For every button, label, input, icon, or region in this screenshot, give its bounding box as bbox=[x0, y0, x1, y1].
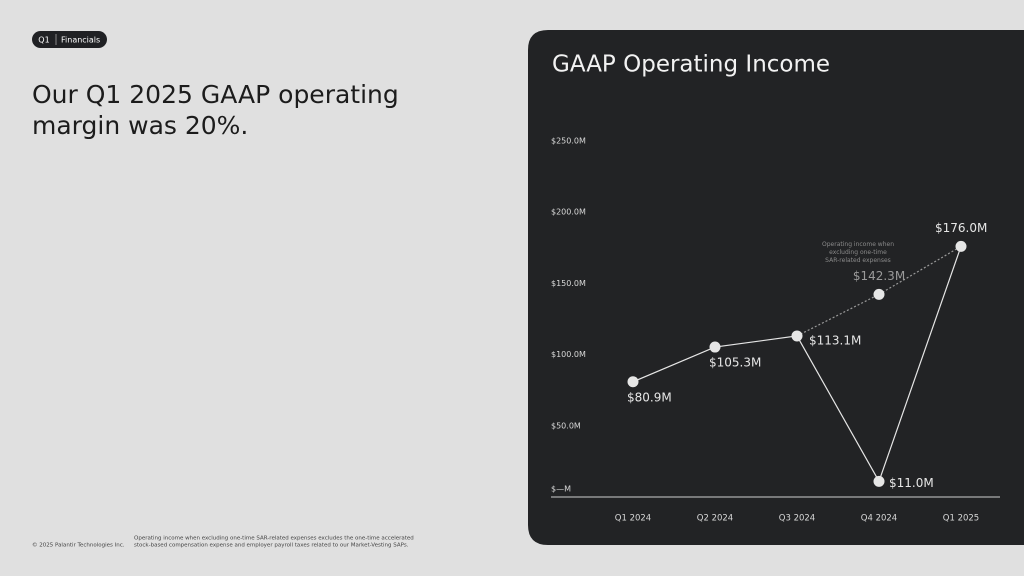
data-point bbox=[873, 288, 885, 300]
chart-panel bbox=[528, 30, 1024, 545]
chart-title: GAAP Operating Income bbox=[552, 52, 830, 78]
badge-quarter: Q1 bbox=[38, 36, 49, 45]
data-label: $11.0M bbox=[889, 476, 934, 490]
data-label: $80.9M bbox=[627, 390, 672, 404]
footnote: Operating income when excluding one-time… bbox=[134, 536, 414, 542]
x-tick-label: Q4 2024 bbox=[861, 514, 897, 524]
annotation: Operating income when bbox=[822, 241, 894, 248]
badge bbox=[32, 31, 107, 48]
data-label: $113.1M bbox=[809, 333, 861, 347]
annotation: SAR-related expenses bbox=[825, 257, 891, 264]
badge-section: Financials bbox=[61, 36, 100, 45]
x-tick-label: Q1 2024 bbox=[615, 514, 651, 524]
data-label: $176.0M bbox=[935, 221, 987, 235]
headline: margin was 20%. bbox=[32, 111, 248, 140]
x-tick-label: Q3 2024 bbox=[779, 514, 815, 524]
footnote: stock-based compensation expense and emp… bbox=[134, 543, 409, 549]
headline: Our Q1 2025 GAAP operating bbox=[32, 80, 399, 109]
data-point bbox=[873, 475, 885, 487]
data-point bbox=[709, 341, 721, 353]
copyright: © 2025 Palantir Technologies Inc. bbox=[32, 542, 125, 549]
y-tick-label: $—M bbox=[551, 485, 571, 494]
y-tick-label: $50.0M bbox=[551, 421, 581, 430]
plot: $—M $50.0M $100.0M $150.0M $200.0M $250.0M Q1 … bbox=[551, 137, 1000, 524]
data-point bbox=[627, 376, 639, 388]
y-tick-label: $200.0M bbox=[551, 208, 586, 217]
x-tick-label: Q2 2024 bbox=[697, 514, 733, 524]
data-point bbox=[791, 330, 803, 342]
y-tick-label: $100.0M bbox=[551, 350, 586, 359]
annotation: excluding one-time bbox=[829, 249, 887, 256]
data-label: $142.3M bbox=[853, 269, 905, 283]
x-tick-label: Q1 2025 bbox=[943, 514, 979, 524]
y-tick-label: $150.0M bbox=[551, 279, 586, 288]
data-point bbox=[955, 240, 967, 252]
y-tick-label: $250.0M bbox=[551, 137, 586, 146]
data-label: $105.3M bbox=[709, 356, 761, 370]
